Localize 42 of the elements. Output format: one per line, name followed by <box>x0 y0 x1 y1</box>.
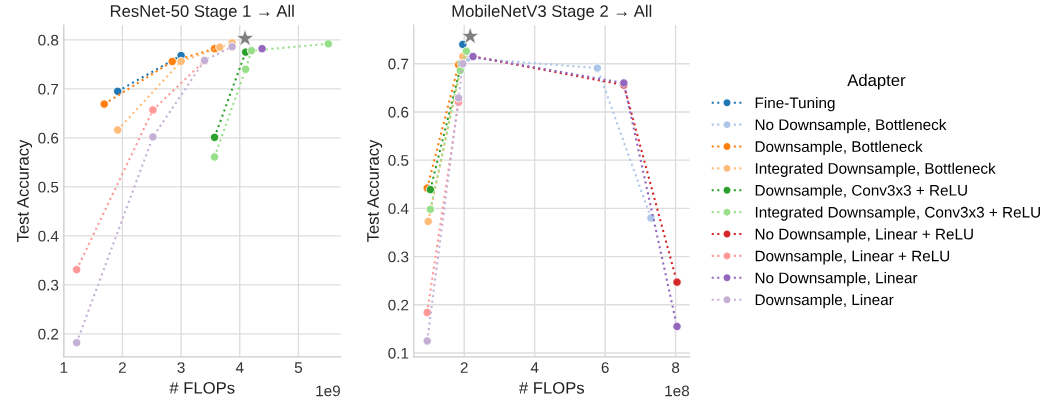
x-tick-label: 5 <box>294 362 303 373</box>
y-tick-label: 0.2 <box>388 299 409 311</box>
legend-label: Downsample, Conv3x3 + ReLU <box>755 184 967 199</box>
y-tick-label: 0.2 <box>38 328 59 340</box>
chart-title: ResNet-50 Stage 1 → All <box>110 4 294 21</box>
x-tick-label: 1 <box>60 362 68 373</box>
x-axis-title: # FLOPs <box>169 381 235 394</box>
y-tick-label: 0.7 <box>38 83 59 95</box>
y-tick-label: 0.4 <box>388 203 409 215</box>
y-axis-title: Test Accuracy <box>17 139 33 243</box>
y-tick-label: 0.5 <box>388 155 409 166</box>
x-tick-label: 2 <box>118 362 126 373</box>
legend-label: Integrated Downsample, Bottleneck <box>755 162 996 177</box>
y-tick-label: 0.1 <box>388 347 409 359</box>
text: 1e9 <box>316 385 340 397</box>
legend-label: No Downsample, Bottleneck <box>755 118 947 134</box>
legend-title: Adapter <box>847 73 906 90</box>
x-tick-label: 3 <box>177 362 185 373</box>
legend-label: No Downsample, Linear <box>755 272 918 287</box>
legend-label: Downsample, Bottleneck <box>755 140 923 156</box>
y-tick-label: 0.4 <box>38 230 59 242</box>
legend-label: Downsample, Linear + ReLU <box>755 250 950 265</box>
x-tick-label: 4 <box>235 362 244 373</box>
legend-label: Integrated Downsample, Conv3x3 + ReLU <box>755 206 1040 221</box>
y-tick-label: 0.5 <box>38 181 59 193</box>
x-axis-title: # FLOPs <box>518 381 585 394</box>
text: 1e8 <box>665 385 690 397</box>
y-tick-label: 0.7 <box>388 58 409 70</box>
x-tick-label: 6 <box>601 362 609 373</box>
x-tick-label: 4 <box>530 362 539 373</box>
legend-label: Fine-Tuning <box>755 97 835 112</box>
y-axis-title: Test Accuracy <box>367 139 383 243</box>
y-tick-label: 0.3 <box>38 279 59 291</box>
y-tick-label: 0.3 <box>388 251 409 263</box>
y-tick-label: 0.6 <box>388 106 409 118</box>
y-tick-label: 0.6 <box>38 132 59 144</box>
x-tick-label: 8 <box>672 362 680 373</box>
legend-label: Downsample, Linear <box>755 293 894 309</box>
legend-label: No Downsample, Linear + ReLU <box>755 228 973 243</box>
x-tick-label: 2 <box>460 362 468 373</box>
y-tick-label: 0.8 <box>38 34 59 46</box>
chart-title: MobileNetV3 Stage 2 → All <box>452 4 652 21</box>
